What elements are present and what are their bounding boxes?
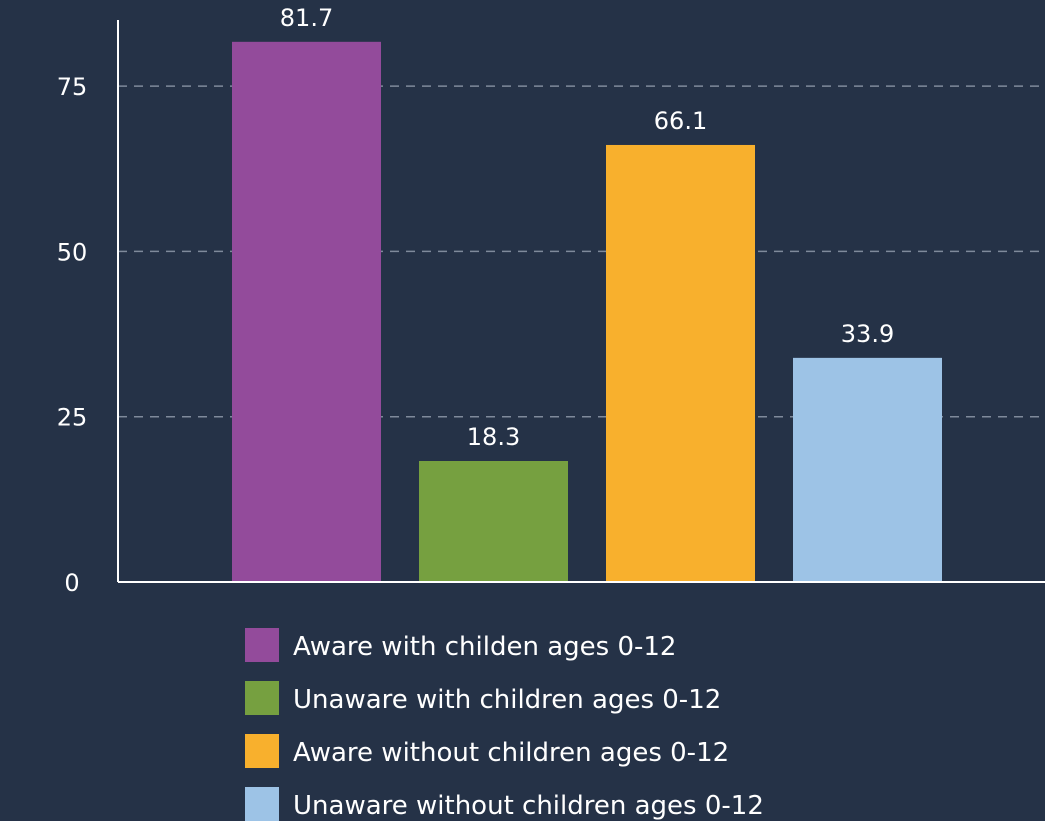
legend-label-3: Aware without children ages 0-12 [293,738,729,768]
data-labels: 81.7 18.3 66.1 33.9 [280,4,894,451]
legend-label-1: Aware with childen ages 0-12 [293,632,676,662]
legend-swatch-2 [245,681,279,715]
y-axis-ticks: 0 25 50 75 [57,73,88,597]
data-label-3: 66.1 [654,107,707,135]
bar-2 [419,461,568,582]
bar-1 [232,41,381,582]
legend-label-2: Unaware with children ages 0-12 [293,685,721,715]
legend: Aware with childen ages 0-12 Unaware with… [245,628,764,821]
y-tick-label: 50 [57,238,88,266]
y-tick-label: 0 [64,569,79,597]
legend-label-4: Unaware without children ages 0-12 [293,791,764,821]
y-tick-label: 75 [57,73,88,101]
legend-swatch-1 [245,628,279,662]
bars [232,41,942,583]
data-label-1: 81.7 [280,4,333,32]
legend-swatch-4 [245,787,279,821]
y-tick-label: 25 [57,404,88,432]
bar-4 [793,357,942,582]
legend-swatch-3 [245,734,279,768]
data-label-4: 33.9 [841,320,894,348]
bar-3 [606,144,755,583]
data-label-2: 18.3 [467,423,520,451]
